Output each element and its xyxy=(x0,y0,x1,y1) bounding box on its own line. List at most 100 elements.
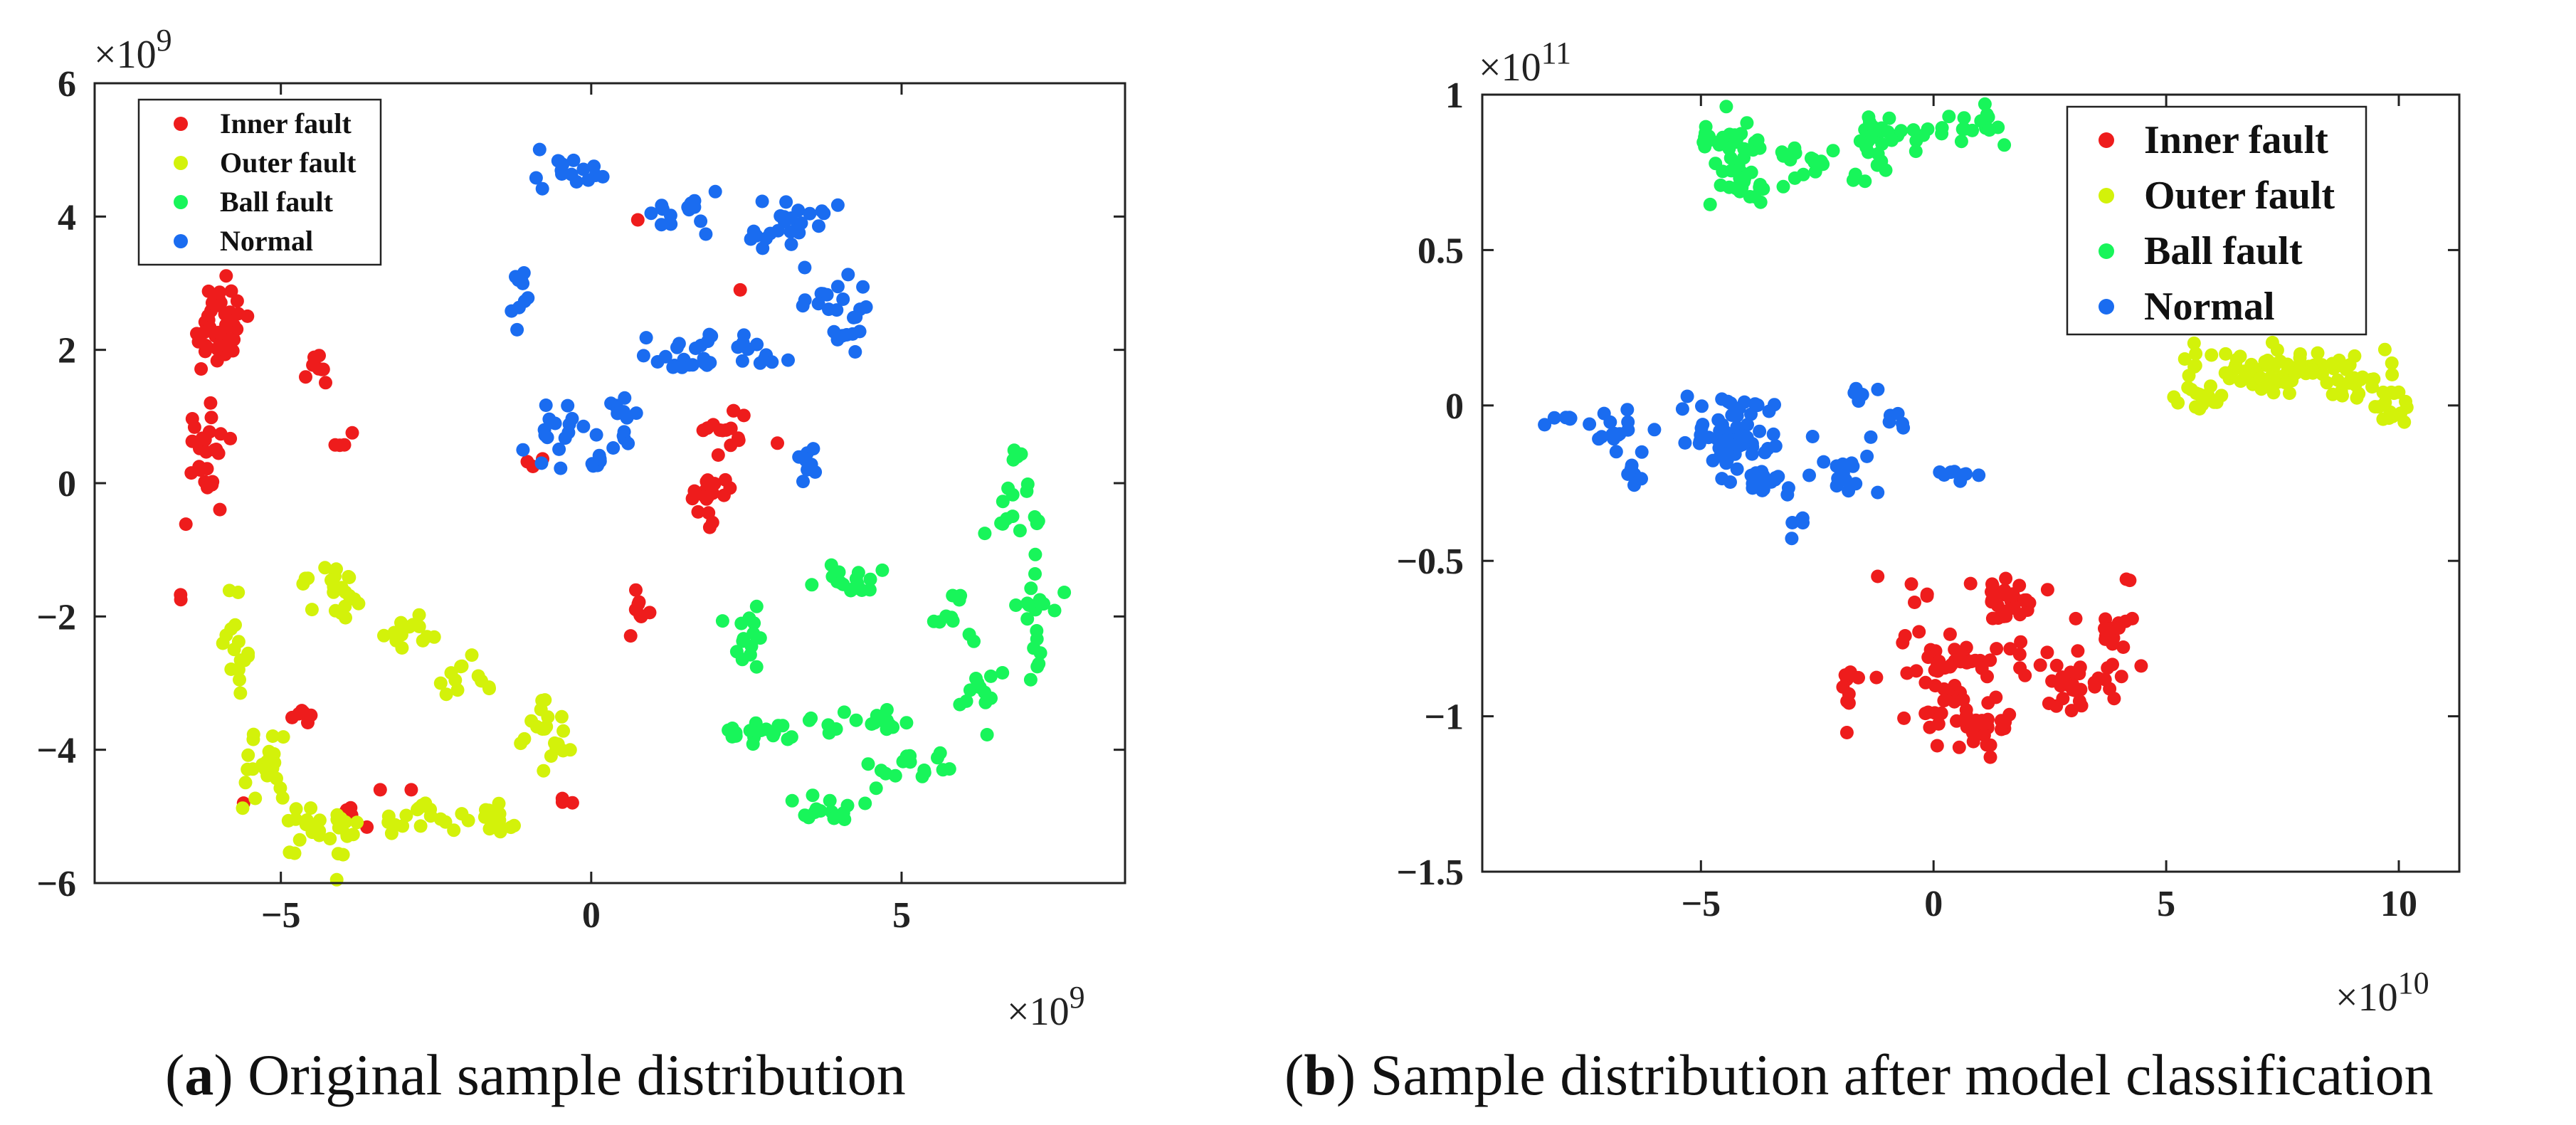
data-point xyxy=(1592,432,1606,446)
data-point xyxy=(1908,596,1921,609)
data-point xyxy=(1867,123,1881,137)
data-point xyxy=(784,730,798,744)
data-point xyxy=(798,808,812,823)
data-point xyxy=(287,846,302,860)
data-point xyxy=(1918,707,1933,721)
data-point xyxy=(867,716,882,730)
data-point xyxy=(2394,406,2408,421)
data-point xyxy=(1753,195,1768,209)
x-tick-label: 0 xyxy=(582,895,601,936)
data-point xyxy=(1923,720,1937,734)
data-point xyxy=(1057,586,1072,599)
data-point xyxy=(552,442,566,456)
data-point xyxy=(1737,142,1751,156)
data-point xyxy=(629,406,643,421)
panel-b-legend-label-normal: Normal xyxy=(2144,285,2275,329)
data-point xyxy=(1680,389,1694,403)
data-point xyxy=(2261,378,2275,392)
data-point xyxy=(336,847,350,862)
data-point xyxy=(1858,174,1872,189)
data-point xyxy=(1627,478,1641,492)
data-point xyxy=(621,436,635,450)
data-point xyxy=(1020,596,1035,611)
data-point xyxy=(785,793,799,808)
data-point xyxy=(996,666,1010,680)
data-point xyxy=(849,713,863,727)
data-point xyxy=(1814,154,1828,169)
data-point xyxy=(187,420,201,434)
data-point xyxy=(2311,346,2325,360)
data-point xyxy=(2270,343,2284,357)
data-point xyxy=(1842,696,1856,710)
data-point xyxy=(1864,430,1878,444)
data-point xyxy=(1891,406,1905,421)
data-point xyxy=(230,294,244,308)
data-point xyxy=(2187,336,2201,350)
data-point xyxy=(1904,577,1918,591)
data-point xyxy=(875,563,890,577)
data-point xyxy=(292,833,307,847)
data-point xyxy=(616,405,630,419)
data-point xyxy=(771,436,784,450)
panel-a-legend: Inner fault Outer fault Ball fault Norma… xyxy=(137,98,382,266)
data-point xyxy=(996,495,1010,509)
data-point xyxy=(1838,668,1852,682)
data-point xyxy=(2215,389,2229,403)
data-point xyxy=(1826,144,1840,158)
panel-a-legend-entry-inner: Inner fault xyxy=(174,107,352,139)
data-point xyxy=(413,819,428,833)
data-point xyxy=(1678,435,1692,450)
data-point xyxy=(185,434,199,448)
data-point xyxy=(1950,714,1963,728)
panel-a-legend-label-ball: Ball fault xyxy=(220,186,334,218)
data-point xyxy=(2178,352,2192,366)
y-tick-label: −4 xyxy=(36,731,76,771)
data-point xyxy=(1862,110,1876,125)
data-point xyxy=(455,807,469,821)
data-point xyxy=(1625,458,1639,472)
data-point xyxy=(342,570,356,583)
data-point xyxy=(289,812,302,826)
panel-b-y-axis: −1.5 −1 −0.5 0 0.5 1 xyxy=(1396,75,2459,893)
data-point xyxy=(2399,394,2412,408)
panel-a-legend-marker-inner xyxy=(174,117,188,131)
data-point xyxy=(1871,382,1885,396)
data-point xyxy=(224,622,238,636)
data-point xyxy=(512,300,526,315)
data-point xyxy=(1948,694,1961,709)
y-tick-label: 4 xyxy=(58,197,76,238)
data-point xyxy=(1647,423,1662,437)
data-point xyxy=(794,216,808,230)
data-point xyxy=(330,808,344,822)
data-point xyxy=(980,728,994,741)
data-point xyxy=(899,716,914,730)
data-point xyxy=(2071,644,2085,658)
data-point xyxy=(516,443,530,457)
data-point xyxy=(199,339,213,352)
data-point xyxy=(734,616,749,630)
x-tick-label: −5 xyxy=(261,895,301,936)
data-point xyxy=(944,611,959,625)
data-point xyxy=(1675,402,1689,416)
data-point xyxy=(784,237,798,251)
data-point xyxy=(983,669,998,683)
data-point xyxy=(581,173,596,187)
data-point xyxy=(482,680,496,694)
data-point xyxy=(535,181,549,196)
data-point xyxy=(746,626,761,640)
panel-b-y-exponent: ×1011 xyxy=(1479,36,1571,90)
data-point xyxy=(227,643,241,657)
data-point xyxy=(737,328,751,342)
data-point xyxy=(1900,666,1914,680)
data-point xyxy=(1972,468,1986,482)
data-point xyxy=(1609,445,1623,459)
data-point xyxy=(224,284,238,298)
panel-a-y-axis: −6 −4 −2 0 2 4 6 xyxy=(36,64,1125,904)
data-point xyxy=(1997,138,2012,152)
data-point xyxy=(756,241,770,255)
y-tick-label: 0 xyxy=(58,464,76,505)
panel-b-legend-marker-ball xyxy=(2099,243,2114,259)
data-point xyxy=(700,421,714,435)
data-point xyxy=(862,583,877,597)
data-point xyxy=(241,748,255,762)
